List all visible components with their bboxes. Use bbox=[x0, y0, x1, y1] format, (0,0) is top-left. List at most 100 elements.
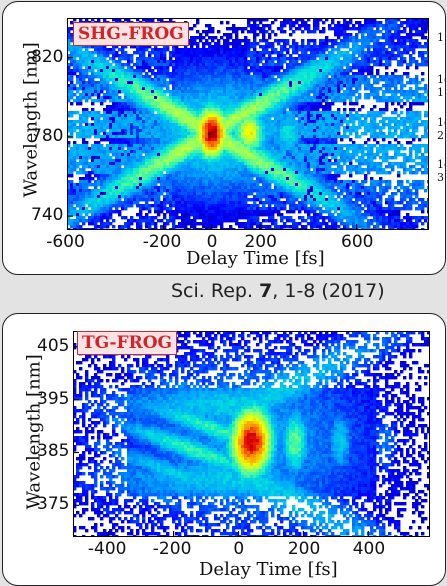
shg-cell bbox=[262, 150, 266, 154]
shg-cell bbox=[394, 153, 398, 157]
shg-cell bbox=[145, 144, 149, 148]
shg-cell bbox=[262, 93, 266, 97]
shg-cell bbox=[289, 156, 293, 160]
shg-cell bbox=[163, 168, 167, 172]
shg-cell bbox=[283, 162, 287, 166]
shg-cell bbox=[355, 90, 359, 94]
shg-cell bbox=[238, 57, 242, 61]
shg-cell bbox=[283, 114, 287, 118]
shg-cell bbox=[340, 51, 344, 55]
shg-cell bbox=[301, 69, 305, 73]
shg-cell bbox=[196, 84, 200, 88]
shg-cell bbox=[130, 66, 134, 70]
shg-cell bbox=[400, 90, 404, 94]
shg-cell bbox=[337, 78, 341, 82]
shg-cell bbox=[88, 45, 92, 49]
shg-cell bbox=[334, 78, 338, 82]
shg-cell bbox=[142, 168, 146, 172]
shg-cell bbox=[142, 141, 146, 145]
shg-cell bbox=[388, 144, 392, 148]
shg-cell bbox=[127, 105, 131, 109]
shg-cell bbox=[247, 87, 251, 91]
shg-cell bbox=[229, 150, 233, 154]
shg-cell bbox=[250, 30, 254, 34]
shg-cell bbox=[256, 63, 260, 67]
shg-cell bbox=[244, 108, 248, 112]
shg-cell bbox=[220, 45, 224, 49]
shg-cell bbox=[85, 51, 89, 55]
shg-cell bbox=[154, 114, 158, 118]
shg-cell bbox=[247, 18, 251, 22]
shg-cell bbox=[82, 153, 86, 157]
shg-cell bbox=[88, 114, 92, 118]
shg-cell bbox=[196, 69, 200, 73]
shg-cell bbox=[376, 30, 380, 34]
shg-cell bbox=[409, 45, 413, 49]
shg-cell bbox=[409, 159, 413, 163]
shg-cell bbox=[175, 162, 179, 166]
shg-cell bbox=[325, 48, 329, 52]
shg-cell bbox=[235, 144, 239, 148]
shg-cell bbox=[295, 96, 299, 100]
shg-cell bbox=[361, 153, 365, 157]
shg-cell bbox=[103, 159, 107, 163]
shg-cell bbox=[241, 141, 245, 145]
shg-cell bbox=[154, 93, 158, 97]
shg-cell bbox=[394, 90, 398, 94]
shg-cell bbox=[118, 54, 122, 58]
shg-cell bbox=[184, 165, 188, 169]
shg-cell bbox=[79, 63, 83, 67]
shg-cell bbox=[334, 30, 338, 34]
shg-cell bbox=[346, 75, 350, 79]
shg-cell bbox=[205, 33, 209, 37]
shg-cell bbox=[283, 42, 287, 46]
shg-cell bbox=[172, 111, 176, 115]
shg-cell bbox=[259, 27, 263, 31]
shg-cell bbox=[253, 144, 257, 148]
shg-cell bbox=[415, 126, 419, 130]
shg-cell bbox=[67, 45, 71, 49]
shg-cell bbox=[253, 78, 257, 82]
shg-cell bbox=[163, 165, 167, 169]
shg-cell bbox=[253, 42, 257, 46]
shg-cell bbox=[319, 99, 323, 103]
shg-cell bbox=[97, 141, 101, 145]
shg-cell bbox=[259, 78, 263, 82]
shg-cell bbox=[376, 60, 380, 64]
shg-cell bbox=[238, 153, 242, 157]
shg-cell bbox=[175, 135, 179, 139]
shg-cell bbox=[232, 24, 236, 28]
shg-cell bbox=[388, 39, 392, 43]
shg-cell bbox=[175, 126, 179, 130]
shg-cell bbox=[130, 168, 134, 172]
shg-cell bbox=[424, 159, 428, 163]
shg-cell bbox=[169, 168, 173, 172]
shg-cell bbox=[220, 165, 224, 169]
shg-cell bbox=[130, 102, 134, 106]
shg-cell bbox=[172, 144, 176, 148]
shg-cell bbox=[97, 60, 101, 64]
shg-cell bbox=[79, 159, 83, 163]
shg-cell bbox=[346, 96, 350, 100]
shg-cell bbox=[214, 78, 218, 82]
shg-cell bbox=[112, 93, 116, 97]
shg-cell bbox=[424, 87, 428, 91]
shg-cell bbox=[382, 63, 386, 67]
shg-cell bbox=[67, 90, 71, 94]
shg-cell bbox=[319, 102, 323, 106]
shg-cell bbox=[289, 165, 293, 169]
shg-cell bbox=[331, 39, 335, 43]
shg-cell bbox=[226, 135, 230, 139]
shg-cell bbox=[247, 84, 251, 88]
shg-cell bbox=[160, 135, 164, 139]
shg-cell bbox=[367, 144, 371, 148]
shg-cell bbox=[316, 114, 320, 118]
shg-cell bbox=[388, 126, 392, 130]
shg-cell bbox=[268, 111, 272, 115]
shg-cell bbox=[214, 108, 218, 112]
shg-cell bbox=[169, 114, 173, 118]
shg-cell bbox=[127, 162, 131, 166]
shg-cell bbox=[331, 96, 335, 100]
shg-cell bbox=[172, 102, 176, 106]
shg-cell bbox=[133, 165, 137, 169]
